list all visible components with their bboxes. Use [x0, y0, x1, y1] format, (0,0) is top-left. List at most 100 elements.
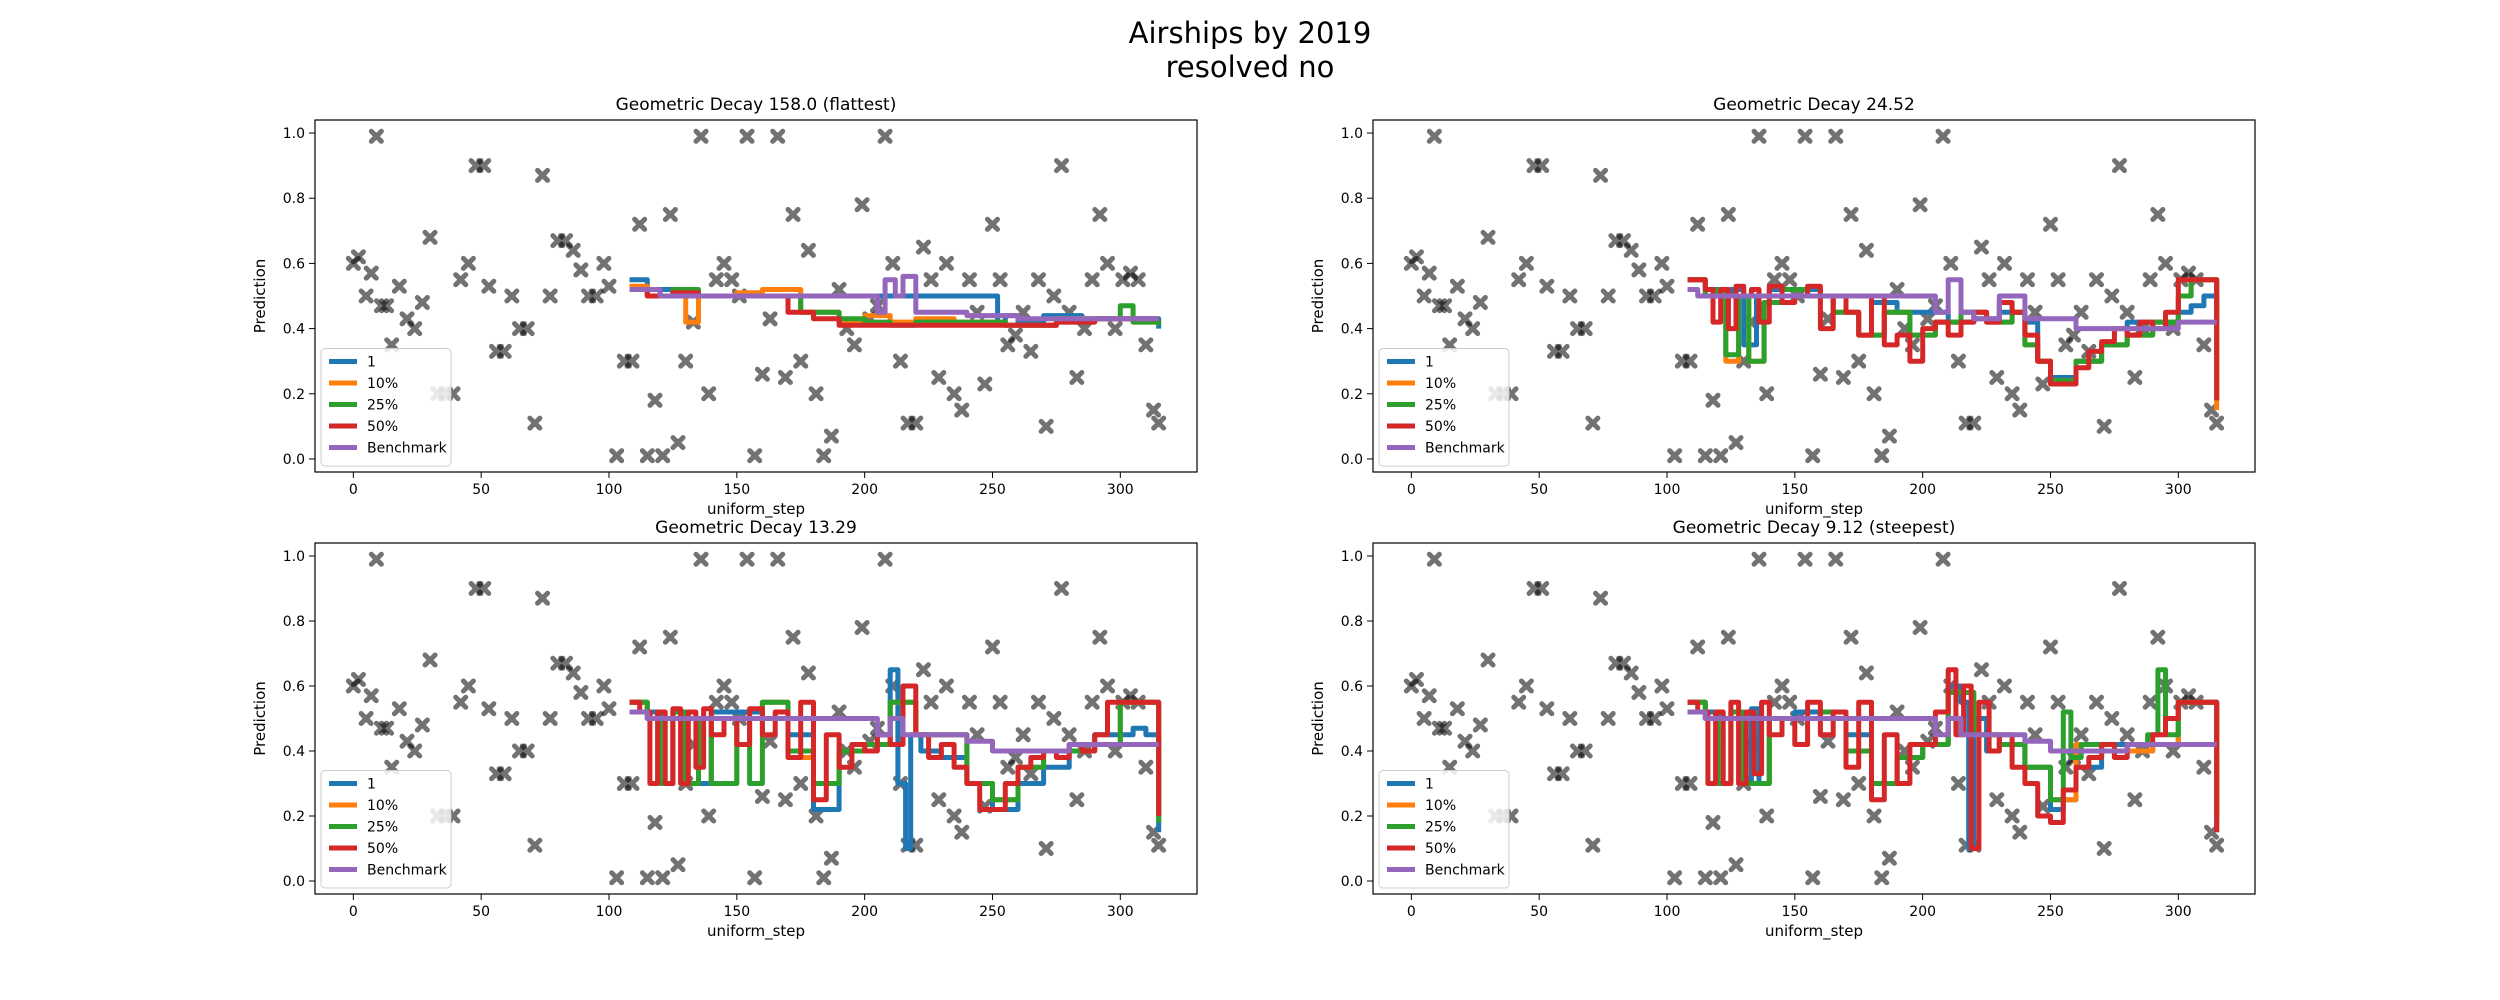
observation-point	[2012, 402, 2028, 418]
legend-box	[1378, 348, 1510, 467]
observation-point	[1881, 850, 1897, 866]
subplot-title: Geometric Decay 24.52	[1713, 95, 1915, 115]
observation-point	[2050, 694, 2066, 710]
observation-point	[2019, 272, 2035, 288]
observation-point	[2142, 694, 2158, 710]
observation-point	[1631, 685, 1647, 700]
observation-point	[414, 717, 430, 733]
series-line-50pct	[1687, 667, 2220, 851]
x-tick-label: 150	[1781, 482, 1808, 498]
legend-label: 25%	[1425, 820, 1456, 836]
observation-point	[938, 678, 954, 694]
observation-point	[1038, 841, 1054, 856]
observation-point	[1805, 448, 1821, 464]
observation-point	[1084, 694, 1100, 710]
observation-point	[596, 678, 612, 694]
observation-point	[1449, 278, 1465, 294]
observation-point	[724, 694, 740, 710]
observation-point	[2209, 837, 2225, 853]
observation-point	[1007, 327, 1023, 343]
observation-point	[1585, 837, 1601, 853]
observation-point	[379, 720, 395, 736]
observation-point	[1728, 857, 1744, 873]
legend-label: 1	[367, 777, 376, 793]
legend: 1 10% 25% 50% Benchmark	[1378, 348, 1510, 467]
observation-point	[453, 272, 469, 288]
observation-point	[877, 551, 893, 567]
observation-point	[1881, 428, 1897, 444]
observation-point	[670, 857, 686, 873]
observation-point	[678, 353, 694, 369]
observation-point	[1950, 776, 1966, 791]
subplot-1: Geometric Decay 158.0 (flattest)0 50 100 15…	[251, 95, 1198, 519]
observation-point	[368, 551, 384, 567]
observation-point	[1437, 298, 1453, 314]
observation-point	[1015, 727, 1031, 743]
observation-point	[1107, 743, 1123, 759]
observation-point	[350, 249, 366, 265]
x-tick-label: 200	[851, 904, 878, 920]
observation-point	[954, 402, 970, 418]
x-axis-label: uniform_step	[1765, 922, 1863, 941]
x-axis-label: uniform_step	[707, 922, 805, 941]
x-tick-label: 200	[851, 482, 878, 498]
observation-point	[2119, 304, 2135, 320]
observation-point	[1966, 415, 1982, 431]
observation-point	[655, 870, 671, 886]
observation-point	[2012, 824, 2028, 840]
observation-point	[938, 255, 954, 271]
y-tick-label: 1.0	[1341, 549, 1363, 565]
observation-point	[961, 272, 977, 288]
observation-point	[2035, 376, 2051, 392]
observation-point	[1539, 701, 1555, 717]
observation-point	[770, 128, 786, 144]
observation-point	[946, 386, 962, 402]
observation-point	[1858, 242, 1874, 258]
observation-point	[662, 629, 678, 645]
observation-point	[1996, 255, 2012, 271]
observation-point	[885, 255, 901, 271]
observation-point	[1007, 750, 1023, 765]
legend: 1 10% 25% 50% Benchmark	[1378, 770, 1510, 889]
observation-point	[831, 281, 847, 297]
observation-point	[422, 652, 438, 668]
observation-point	[800, 242, 816, 258]
observation-point	[1518, 678, 1534, 694]
observation-point	[1023, 343, 1039, 359]
x-tick-label: 0	[349, 904, 358, 920]
x-tick-label: 150	[723, 904, 750, 920]
observation-point	[1828, 128, 1844, 144]
y-axis-label: Prediction	[1309, 681, 1327, 756]
observation-point	[609, 448, 625, 464]
observation-point	[1437, 720, 1453, 736]
observation-point	[632, 216, 648, 232]
observation-point	[693, 128, 709, 144]
observation-point	[831, 704, 847, 720]
x-tick-label: 100	[596, 904, 623, 920]
observation-point	[2112, 581, 2128, 596]
observation-point	[808, 808, 824, 824]
x-axis-label: uniform_step	[707, 500, 805, 519]
observation-point	[1912, 620, 1928, 635]
observation-point	[504, 711, 520, 726]
observation-point	[1585, 415, 1601, 431]
observation-point	[992, 272, 1008, 288]
observation-point	[1858, 665, 1874, 681]
observation-point	[535, 590, 551, 606]
y-tick-label: 0.0	[1341, 874, 1363, 890]
observation-point	[422, 229, 438, 245]
observation-point	[2004, 386, 2020, 402]
observation-point	[2104, 288, 2120, 304]
observation-point	[1851, 776, 1867, 791]
x-tick-label: 150	[1781, 904, 1808, 920]
observation-point	[1697, 448, 1713, 464]
observation-point	[1061, 727, 1077, 743]
legend-box	[1378, 770, 1510, 889]
y-tick-label: 0.4	[283, 322, 305, 338]
observation-point	[1511, 694, 1527, 710]
observation-point	[2073, 304, 2089, 320]
x-tick-label: 150	[723, 482, 750, 498]
observation-point	[1421, 265, 1437, 281]
subplot-title: Geometric Decay 13.29	[655, 518, 857, 538]
x-tick-label: 250	[2037, 904, 2064, 920]
